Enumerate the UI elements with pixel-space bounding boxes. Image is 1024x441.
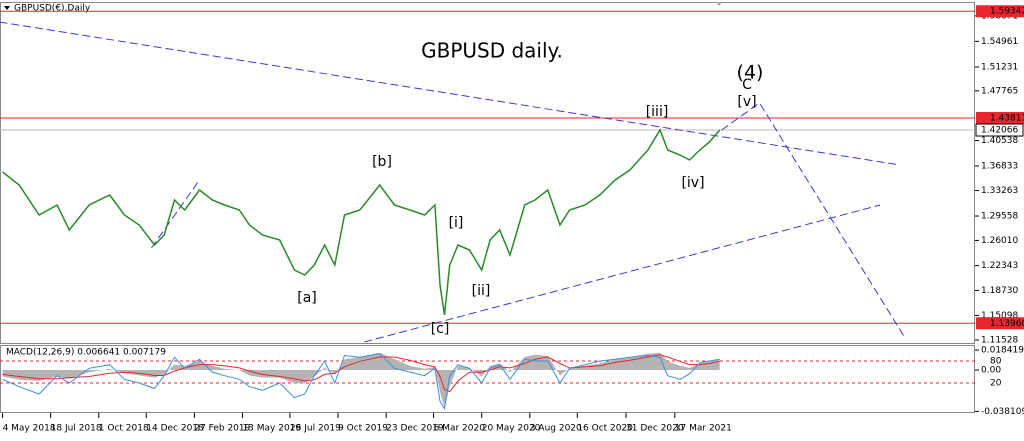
trend-line bbox=[721, 102, 906, 339]
scroll-arrow bbox=[716, 2, 722, 6]
y-tick-label: 1.26010 bbox=[981, 236, 1018, 246]
x-tick-label: 16 Oct 2020 bbox=[577, 424, 633, 434]
trend-line bbox=[364, 204, 881, 343]
wave-label: (4) bbox=[737, 62, 764, 84]
level-tag bbox=[976, 317, 1024, 330]
trend-line bbox=[0, 21, 901, 166]
wave-label: [a] bbox=[297, 290, 317, 306]
wave-label: [b] bbox=[372, 154, 392, 170]
x-tick-label: 26 Jul 2019 bbox=[290, 424, 341, 434]
x-tick-label: 31 Dec 2020 bbox=[626, 424, 684, 434]
current-price-label: 1.42066 bbox=[981, 126, 1018, 136]
x-tick-label: 27 Feb 2019 bbox=[194, 424, 250, 434]
y-tick-label: 1.51231 bbox=[981, 63, 1018, 73]
y-tick-label: -0.038109 bbox=[981, 407, 1024, 417]
x-tick-label: 17 Mar 2021 bbox=[675, 424, 732, 434]
annotation: GBPUSD daily. bbox=[421, 39, 563, 63]
level-tag bbox=[976, 5, 1024, 18]
y-tick-label: 0.018419 bbox=[981, 346, 1024, 356]
y2-tick-label: 20 bbox=[990, 379, 1002, 389]
wave-label: [ii] bbox=[472, 283, 491, 299]
y2-tick-label: 80 bbox=[990, 357, 1002, 367]
x-tick-label: 9 Oct 2019 bbox=[338, 424, 388, 434]
x-tick-label: 14 Dec 2018 bbox=[146, 424, 204, 434]
y-tick-label: 0.00 bbox=[981, 366, 1001, 376]
x-tick-label: 6 Mar 2020 bbox=[434, 424, 486, 434]
macd-title: MACD(12,26,9) 0.006641 0.007179 bbox=[6, 348, 166, 358]
x-tick-label: 18 Jul 2018 bbox=[51, 424, 102, 434]
macd-histogram bbox=[2, 352, 720, 408]
y-tick-label: 1.40538 bbox=[981, 136, 1018, 146]
x-tick-label: 4 May 2018 bbox=[3, 424, 56, 434]
y-tick-label: 1.33263 bbox=[981, 186, 1018, 196]
wave-label: [iii] bbox=[646, 104, 669, 120]
level-label: 1.43813 bbox=[990, 114, 1024, 124]
x-tick-label: 13 May 2019 bbox=[242, 424, 301, 434]
y-tick-label: 1.29558 bbox=[981, 212, 1018, 222]
level-label: 1.59342 bbox=[990, 7, 1024, 17]
wave-label: [i] bbox=[449, 215, 464, 231]
current-price-tag bbox=[975, 123, 1024, 137]
trend-line bbox=[150, 179, 200, 249]
oscillator-line bbox=[2, 353, 720, 411]
x-tick-label: 3 Aug 2020 bbox=[530, 424, 582, 434]
y-tick-label: 1.54961 bbox=[981, 37, 1018, 47]
x-tick-label: 1 Oct 2018 bbox=[99, 424, 149, 434]
y-tick-label: 1.18730 bbox=[981, 286, 1018, 296]
wave-label: [v] bbox=[737, 94, 756, 110]
y-tick-label: 1.15098 bbox=[981, 311, 1018, 321]
signal-line bbox=[2, 354, 720, 393]
wave-label: [iv] bbox=[681, 175, 704, 191]
y-tick-label: 1.22343 bbox=[981, 261, 1018, 271]
x-tick-label: 20 May 2020 bbox=[482, 424, 541, 434]
x-tick-label: 23 Dec 2019 bbox=[386, 424, 444, 434]
y-tick-label: 1.47765 bbox=[981, 86, 1018, 96]
wave-label: [c] bbox=[431, 321, 450, 337]
level-label: 1.13960 bbox=[990, 319, 1024, 329]
main-frame bbox=[0, 2, 975, 344]
price-line bbox=[2, 128, 721, 316]
chart-title: GBPUSD(€),Daily bbox=[14, 4, 91, 14]
macd-frame bbox=[0, 345, 975, 413]
y-tick-label: 1.11528 bbox=[981, 335, 1018, 345]
y-tick-label: 1.36833 bbox=[981, 162, 1018, 172]
wave-label: C bbox=[742, 77, 752, 93]
menu-arrow bbox=[4, 6, 10, 10]
level-tag bbox=[976, 112, 1024, 125]
